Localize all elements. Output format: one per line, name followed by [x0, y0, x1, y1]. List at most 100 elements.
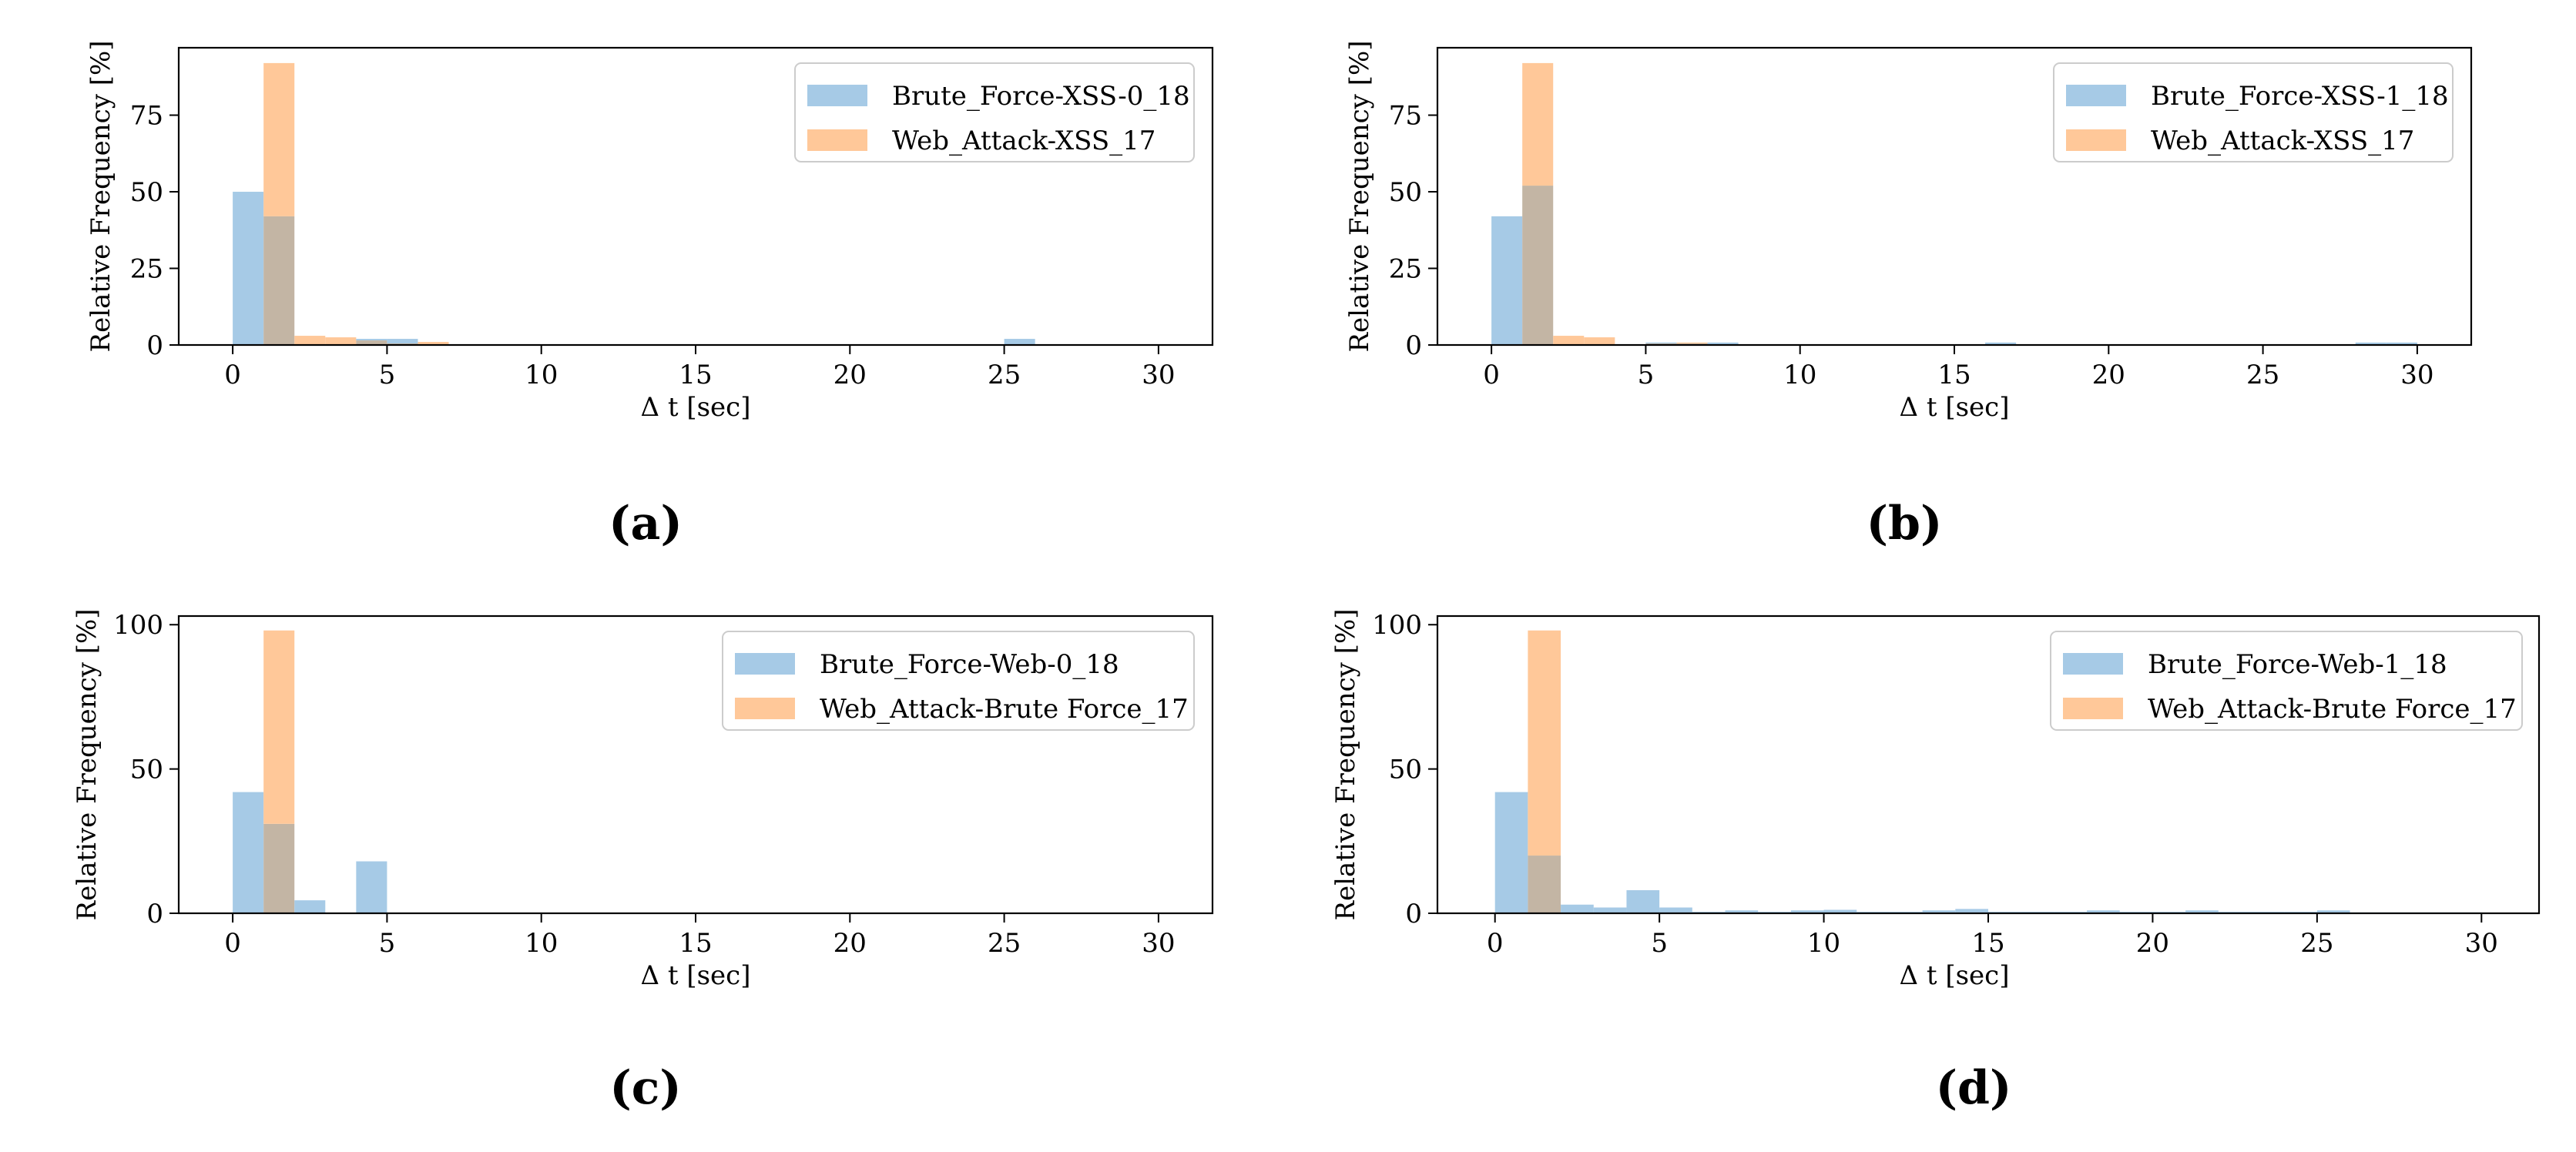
- bar-series-1: [1955, 909, 1988, 913]
- y-tick-label: 100: [113, 610, 163, 641]
- bar-series-1: [1593, 907, 1627, 913]
- bar-series-1: [233, 792, 264, 913]
- panel-a: 0 5 10 15 20 25 30 0 25 50 75 Δ t [sec] Relative Fre…: [86, 40, 1214, 423]
- y-tick-label: 100: [1372, 610, 1422, 641]
- bar-series-1: [387, 339, 418, 344]
- legend-swatch-2: [2066, 129, 2126, 151]
- bar-series-2: [1528, 630, 1561, 856]
- x-tick-label: 20: [2136, 928, 2169, 959]
- bar-series-1: [1985, 342, 2017, 345]
- x-tick-label: 15: [1971, 928, 2004, 959]
- panel-d: 0 5 10 15 20 25 30 0 50 100 Δ t [sec] Relative Freq…: [1330, 608, 2541, 991]
- x-tick-label: 30: [2400, 360, 2433, 390]
- legend-swatch-2: [807, 129, 867, 151]
- legend-swatch-2: [735, 698, 795, 719]
- x-tick-label: 25: [988, 928, 1021, 959]
- legend-box: [2050, 631, 2523, 731]
- bar-series-1: [233, 192, 264, 345]
- bar-series-2: [294, 336, 326, 345]
- legend: Brute_Force-Web-1_18 Web_Attack-Brute For…: [2050, 631, 2523, 731]
- bar-series-2: [263, 630, 295, 824]
- x-tick-label: 0: [1487, 928, 1504, 959]
- legend-swatch-2: [2063, 698, 2123, 719]
- bar-overlap: [356, 340, 387, 345]
- bar-series-1: [1004, 339, 1035, 345]
- y-tick-label: 50: [130, 177, 163, 208]
- bar-series-2: [1553, 336, 1585, 345]
- legend-label-2: Web_Attack-Brute Force_17: [2148, 694, 2517, 725]
- x-tick-label: 25: [988, 360, 1021, 390]
- x-tick-label: 10: [525, 928, 558, 959]
- legend-box: [2053, 62, 2454, 162]
- bar-series-1: [1494, 792, 1528, 913]
- legend-label-1: Brute_Force-Web-0_18: [820, 649, 1119, 680]
- x-tick-label: 0: [1483, 360, 1500, 390]
- x-tick-label: 30: [2465, 928, 2498, 959]
- x-tick-label: 0: [224, 360, 241, 390]
- legend-swatch-1: [807, 85, 867, 106]
- bar-series-1: [294, 900, 326, 913]
- y-axis-label: Relative Frequency [%]: [86, 40, 116, 352]
- bar-series-1: [356, 339, 387, 341]
- x-tick-label: 15: [679, 360, 712, 390]
- x-axis-label: Δ t [sec]: [641, 960, 751, 991]
- y-axis-label: Relative Frequency [%]: [1330, 608, 1361, 920]
- legend: Brute_Force-Web-0_18 Web_Attack-Brute For…: [722, 631, 1195, 731]
- bar-overlap: [263, 823, 295, 913]
- legend: Brute_Force-XSS-0_18 Web_Attack-XSS_17: [794, 62, 1195, 162]
- x-tick-label: 30: [1142, 928, 1175, 959]
- x-tick-label: 15: [1937, 360, 1971, 390]
- x-tick-label: 20: [834, 928, 867, 959]
- bar-overlap: [1528, 856, 1561, 913]
- bar-series-1: [1922, 910, 1956, 913]
- panel-label-c: (c): [609, 1061, 681, 1115]
- legend-label-2: Web_Attack-XSS_17: [892, 126, 1156, 156]
- x-tick-label: 5: [1638, 360, 1655, 390]
- bar-series-1: [2355, 342, 2386, 345]
- bar-series-1: [1823, 909, 1857, 913]
- bar-series-1: [1659, 907, 1692, 913]
- x-tick-label: 25: [2246, 360, 2279, 390]
- x-axis-label: Δ t [sec]: [1900, 392, 2010, 423]
- bar-series-1: [2185, 910, 2219, 913]
- legend-label-2: Web_Attack-XSS_17: [2151, 126, 2414, 156]
- legend-swatch-1: [2063, 653, 2123, 675]
- x-tick-label: 5: [1651, 928, 1668, 959]
- y-axis-label: Relative Frequency [%]: [1344, 40, 1375, 352]
- x-tick-label: 10: [1783, 360, 1816, 390]
- y-tick-label: 0: [146, 330, 163, 361]
- bar-series-1: [1725, 910, 1759, 913]
- legend-label-1: Brute_Force-Web-1_18: [2148, 649, 2447, 680]
- x-tick-label: 0: [224, 928, 241, 959]
- bar-series-1: [1491, 216, 1523, 345]
- x-tick-label: 20: [834, 360, 867, 390]
- y-tick-label: 25: [130, 254, 163, 285]
- y-tick-label: 50: [1389, 177, 1422, 208]
- y-tick-label: 75: [1389, 101, 1422, 132]
- y-axis-label: Relative Frequency [%]: [72, 608, 102, 920]
- bar-series-2: [1584, 337, 1615, 345]
- bar-series-1: [1707, 342, 1739, 345]
- legend-label-1: Brute_Force-XSS-0_18: [892, 81, 1190, 112]
- panel-c: 0 5 10 15 20 25 30 0 50 100 Δ t [sec] Relative Freq…: [72, 608, 1214, 991]
- x-tick-label: 5: [379, 928, 396, 959]
- y-tick-label: 50: [1389, 755, 1422, 785]
- legend-label-1: Brute_Force-XSS-1_18: [2151, 81, 2449, 112]
- bar-series-1: [2087, 910, 2120, 913]
- bar-series-2: [418, 342, 449, 345]
- bar-overlap: [1522, 186, 1554, 345]
- y-tick-label: 0: [1405, 899, 1422, 929]
- x-tick-label: 15: [679, 928, 712, 959]
- x-tick-label: 30: [1142, 360, 1175, 390]
- x-axis-label: Δ t [sec]: [641, 392, 751, 423]
- y-tick-label: 25: [1389, 254, 1422, 285]
- y-tick-label: 0: [146, 899, 163, 929]
- bar-series-1: [2386, 342, 2417, 345]
- bar-series-1: [1626, 890, 1660, 913]
- bar-overlap: [263, 216, 295, 345]
- panel-label-d: (d): [1936, 1061, 2012, 1115]
- bar-series-2: [325, 337, 357, 345]
- x-tick-label: 20: [2092, 360, 2125, 390]
- y-tick-label: 75: [130, 101, 163, 132]
